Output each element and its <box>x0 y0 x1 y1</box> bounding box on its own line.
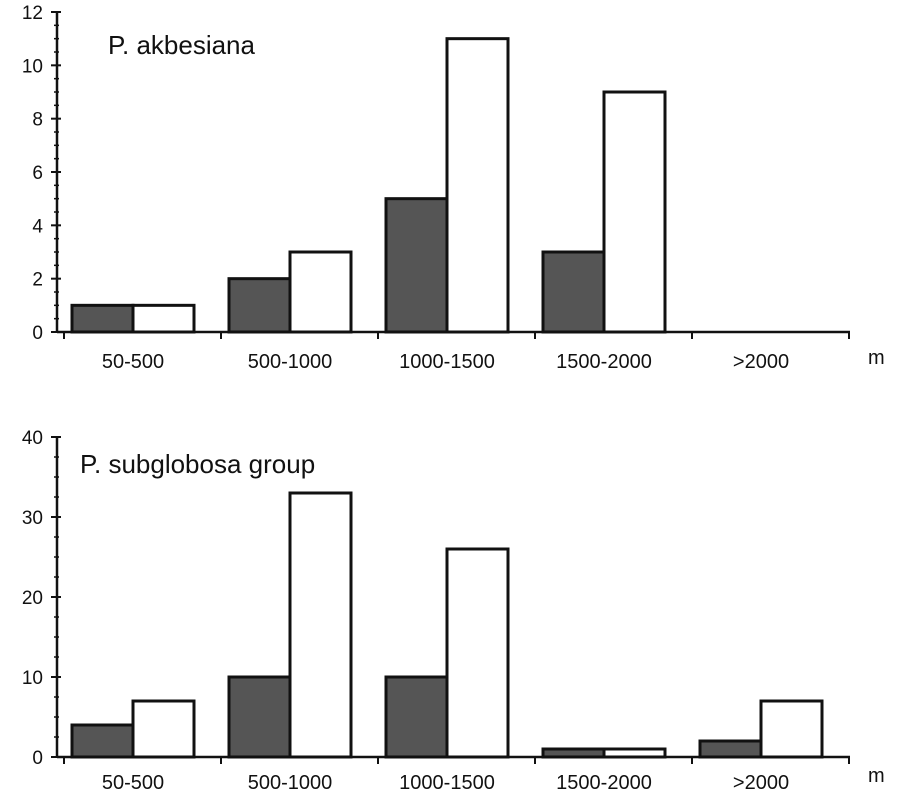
bar-series-1-1 <box>227 675 292 759</box>
x-unit-label: m <box>868 765 885 787</box>
x-category-label: >2000 <box>733 772 789 794</box>
x-category-label: 50-500 <box>102 351 164 373</box>
y-tick-label: 0 <box>32 748 43 769</box>
bar-series-2-0 <box>131 699 196 759</box>
x-category-label: 500-1000 <box>248 772 333 794</box>
bar-series-2-3 <box>602 90 667 334</box>
chart-panel-subglobosa: P. subglobosa group m 0 10 20 30 40 50-500 500… <box>22 428 885 794</box>
x-category-label: 1500-2000 <box>556 351 652 373</box>
bar-series-1-3 <box>541 250 606 334</box>
bar-series-1-2 <box>384 675 449 759</box>
bar-series-2-1 <box>288 491 353 759</box>
bar-series-2-2 <box>445 37 510 334</box>
x-category-label: 500-1000 <box>248 351 333 373</box>
chart-panel-akbesiana: P. akbesiana m 0 2 4 6 8 10 12 50-500 500-1000 10… <box>22 3 885 373</box>
x-category-label: 1000-1500 <box>399 772 495 794</box>
bar-series-1-0 <box>70 723 135 759</box>
x-category-label: >2000 <box>733 351 789 373</box>
y-tick-label: 10 <box>22 668 43 689</box>
y-tick-label: 4 <box>32 216 43 237</box>
chart-title: P. subglobosa group <box>80 449 315 479</box>
bar-series-1-4 <box>698 739 763 759</box>
bar-series-2-4 <box>759 699 824 759</box>
x-unit-label: m <box>868 347 885 369</box>
y-tick-label: 12 <box>22 3 43 24</box>
x-category-label: 1500-2000 <box>556 772 652 794</box>
bar-series-2-1 <box>288 250 353 334</box>
y-tick-label: 10 <box>22 56 43 77</box>
bar-series-1-2 <box>384 197 449 334</box>
y-tick-label: 8 <box>32 110 43 131</box>
y-tick-label: 2 <box>32 270 43 291</box>
bar-series-2-2 <box>445 547 510 759</box>
bar-series-2-0 <box>131 303 196 334</box>
chart-title: P. akbesiana <box>108 30 256 60</box>
y-tick-label: 30 <box>22 508 43 529</box>
bar-series-1-1 <box>227 277 292 334</box>
x-category-label: 50-500 <box>102 772 164 794</box>
y-tick-label: 6 <box>32 163 43 184</box>
y-tick-label: 20 <box>22 588 43 609</box>
bar-series-1-0 <box>70 303 135 334</box>
x-category-label: 1000-1500 <box>399 351 495 373</box>
y-tick-label: 40 <box>22 428 43 449</box>
y-tick-label: 0 <box>32 323 43 344</box>
